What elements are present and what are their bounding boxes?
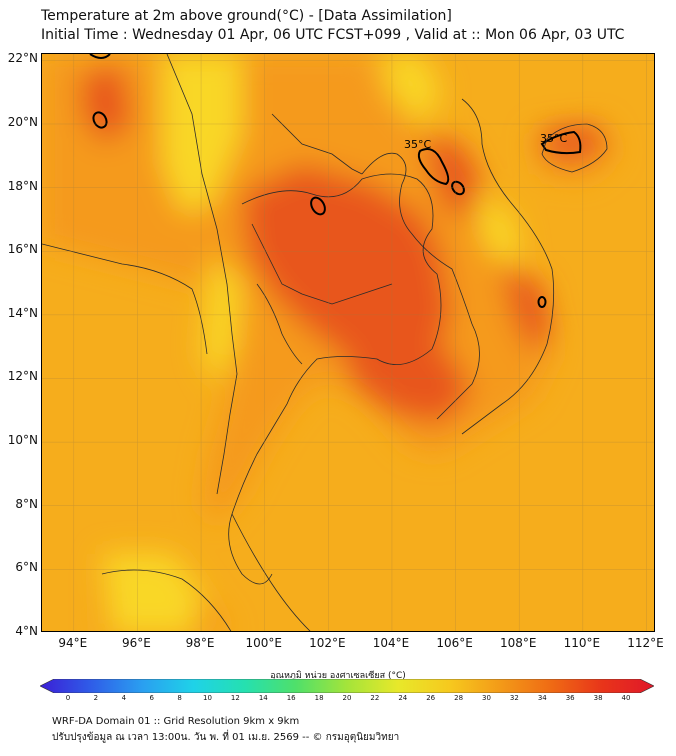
lon-tick-label: 96°E	[122, 636, 151, 650]
lat-tick-label: 16°N	[7, 242, 38, 257]
lat-tick-label: 20°N	[7, 114, 38, 129]
lat-tick-label: 14°N	[7, 305, 38, 320]
contour-label: 35°C	[540, 132, 567, 145]
lon-tick-label: 108°E	[499, 636, 537, 650]
lat-tick-label: 18°N	[7, 178, 38, 193]
boundaries	[42, 54, 608, 631]
lat-tick-label: 12°N	[7, 369, 38, 384]
colorbar-tick-label: 28	[454, 694, 464, 702]
lon-tick-label: 106°E	[436, 636, 473, 650]
chart-subtitle: Initial Time : Wednesday 01 Apr, 06 UTC …	[41, 27, 625, 43]
colorbar-tick-label: 24	[398, 694, 408, 702]
province-line	[251, 223, 393, 305]
lon-tick-label: 112°E	[627, 636, 664, 650]
temperature-map: 35°C 35°C	[41, 53, 655, 632]
contour-35c	[89, 54, 111, 59]
footer-model-info: WRF-DA Domain 01 :: Grid Resolution 9km …	[52, 716, 300, 727]
contours-35c	[89, 54, 582, 308]
colorbar-tick-label: 12	[230, 694, 240, 702]
colorbar-tick-label: 26	[426, 694, 436, 702]
colorbar-tick-label: 14	[258, 694, 268, 702]
lon-tick-label: 110°E	[563, 636, 601, 650]
colorbar-tick-label: 22	[370, 694, 380, 702]
contour-35c	[540, 130, 582, 155]
graticule	[42, 54, 654, 631]
colorbar-label: อุณหภูมิ หน่วย องศาเซลเซียส (°C)	[270, 671, 406, 681]
lat-tick-label: 6°N	[15, 560, 38, 575]
border-line	[271, 113, 363, 175]
lon-tick-label: 104°E	[372, 636, 410, 650]
contour-35c	[451, 180, 465, 196]
coastline	[541, 123, 608, 173]
contour-35c	[92, 111, 108, 129]
colorbar-tick-label: 10	[203, 694, 212, 702]
contour-35c	[310, 196, 326, 216]
colorbar	[40, 679, 654, 693]
colorbar-tick-label: 0	[65, 694, 71, 702]
lon-tick-label: 100°E	[245, 636, 282, 650]
contour-35c	[417, 148, 450, 186]
colorbar-tick-label: 32	[509, 694, 519, 702]
colorbar-gradient	[40, 679, 654, 693]
coastline	[461, 98, 555, 435]
lat-tick-label: 4°N	[15, 624, 38, 638]
colorbar-tick-label: 20	[342, 694, 352, 702]
colorbar-tick-label: 8	[177, 694, 182, 702]
border-line	[228, 173, 442, 585]
coastline	[231, 513, 311, 631]
lat-tick-label: 22°N	[7, 51, 38, 66]
colorbar-tick-label: 30	[482, 694, 491, 702]
coastline	[101, 569, 232, 631]
colorbar-tick-label: 4	[121, 694, 127, 702]
colorbar-tick-label: 34	[537, 694, 547, 702]
coastline	[42, 243, 208, 355]
lon-tick-label: 94°E	[58, 636, 88, 650]
lon-tick-label: 102°E	[309, 636, 346, 650]
colorbar-tick-label: 18	[314, 694, 324, 702]
footer-update-info: ปรับปรุงข้อมูล ณ เวลา 13:00น. วัน พ. ที่…	[52, 732, 400, 743]
chart-title: Temperature at 2m above ground(°C) - [Da…	[41, 8, 452, 24]
colorbar-tick-label: 36	[565, 694, 575, 702]
border-line	[166, 54, 238, 495]
border-line	[256, 283, 303, 365]
colorbar-tick-label: 2	[93, 694, 99, 702]
colorbar-tick-label: 40	[621, 694, 631, 702]
colorbar-tick-label: 6	[149, 694, 154, 702]
contour-label: 35°C	[404, 138, 431, 151]
lat-tick-label: 10°N	[7, 433, 38, 448]
lon-tick-label: 98°E	[185, 636, 215, 650]
colorbar-tick-label: 38	[593, 694, 603, 702]
border-line	[361, 152, 480, 420]
lat-tick-label: 8°N	[15, 496, 38, 511]
map-canvas: 35°C 35°C	[42, 54, 654, 631]
contour-35c	[537, 296, 547, 308]
colorbar-tick-label: 16	[286, 694, 296, 702]
